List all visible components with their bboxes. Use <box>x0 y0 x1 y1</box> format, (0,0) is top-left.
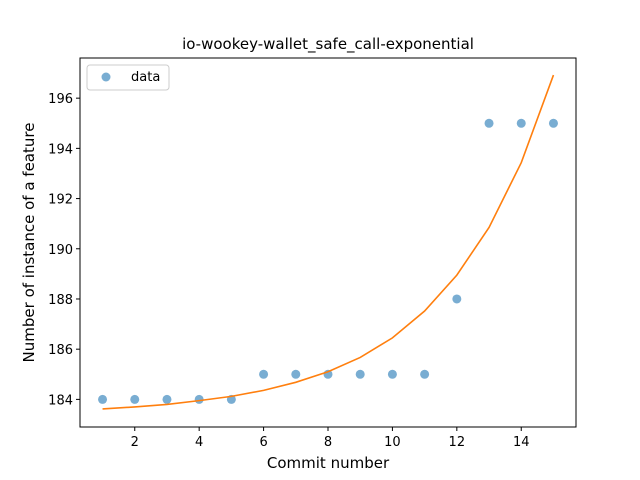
data-point <box>130 394 140 404</box>
x-tick-label: 2 <box>131 435 139 450</box>
y-tick-label: 186 <box>48 343 73 358</box>
data-point <box>516 118 526 128</box>
plot-area <box>98 74 558 410</box>
data-point <box>98 394 108 404</box>
data-point <box>548 118 558 128</box>
chart-title: io-wookey-wallet_safe_call-exponential <box>182 35 474 54</box>
y-tick-label: 196 <box>48 92 73 107</box>
x-tick-label: 14 <box>513 435 530 450</box>
y-axis: 184 186 188 190 192 194 196 <box>48 92 80 408</box>
data-point <box>291 369 301 379</box>
data-point <box>194 394 204 404</box>
data-point <box>452 294 462 304</box>
y-axis-label: Number of instance of a feature <box>20 123 38 363</box>
legend: data <box>86 64 170 91</box>
y-tick-label: 190 <box>48 243 73 258</box>
data-point <box>259 369 269 379</box>
y-tick-label: 194 <box>48 142 73 157</box>
y-tick-label: 188 <box>48 293 73 308</box>
x-tick-label: 8 <box>324 435 332 450</box>
legend-label-data: data <box>131 70 160 85</box>
fit-line <box>102 74 555 410</box>
data-point <box>484 118 494 128</box>
x-axis: 2 4 6 8 10 12 14 <box>131 427 530 450</box>
x-tick-label: 10 <box>384 435 401 450</box>
y-tick-label: 192 <box>48 193 73 208</box>
x-axis-label: Commit number <box>267 454 390 472</box>
data-point <box>355 369 365 379</box>
data-point <box>162 394 172 404</box>
legend-box <box>86 64 170 91</box>
data-point <box>420 369 430 379</box>
data-point <box>387 369 397 379</box>
legend-marker-data <box>101 72 111 82</box>
x-tick-label: 12 <box>449 435 466 450</box>
x-tick-label: 6 <box>259 435 267 450</box>
y-tick-label: 184 <box>48 393 73 408</box>
x-tick-label: 4 <box>195 435 203 450</box>
